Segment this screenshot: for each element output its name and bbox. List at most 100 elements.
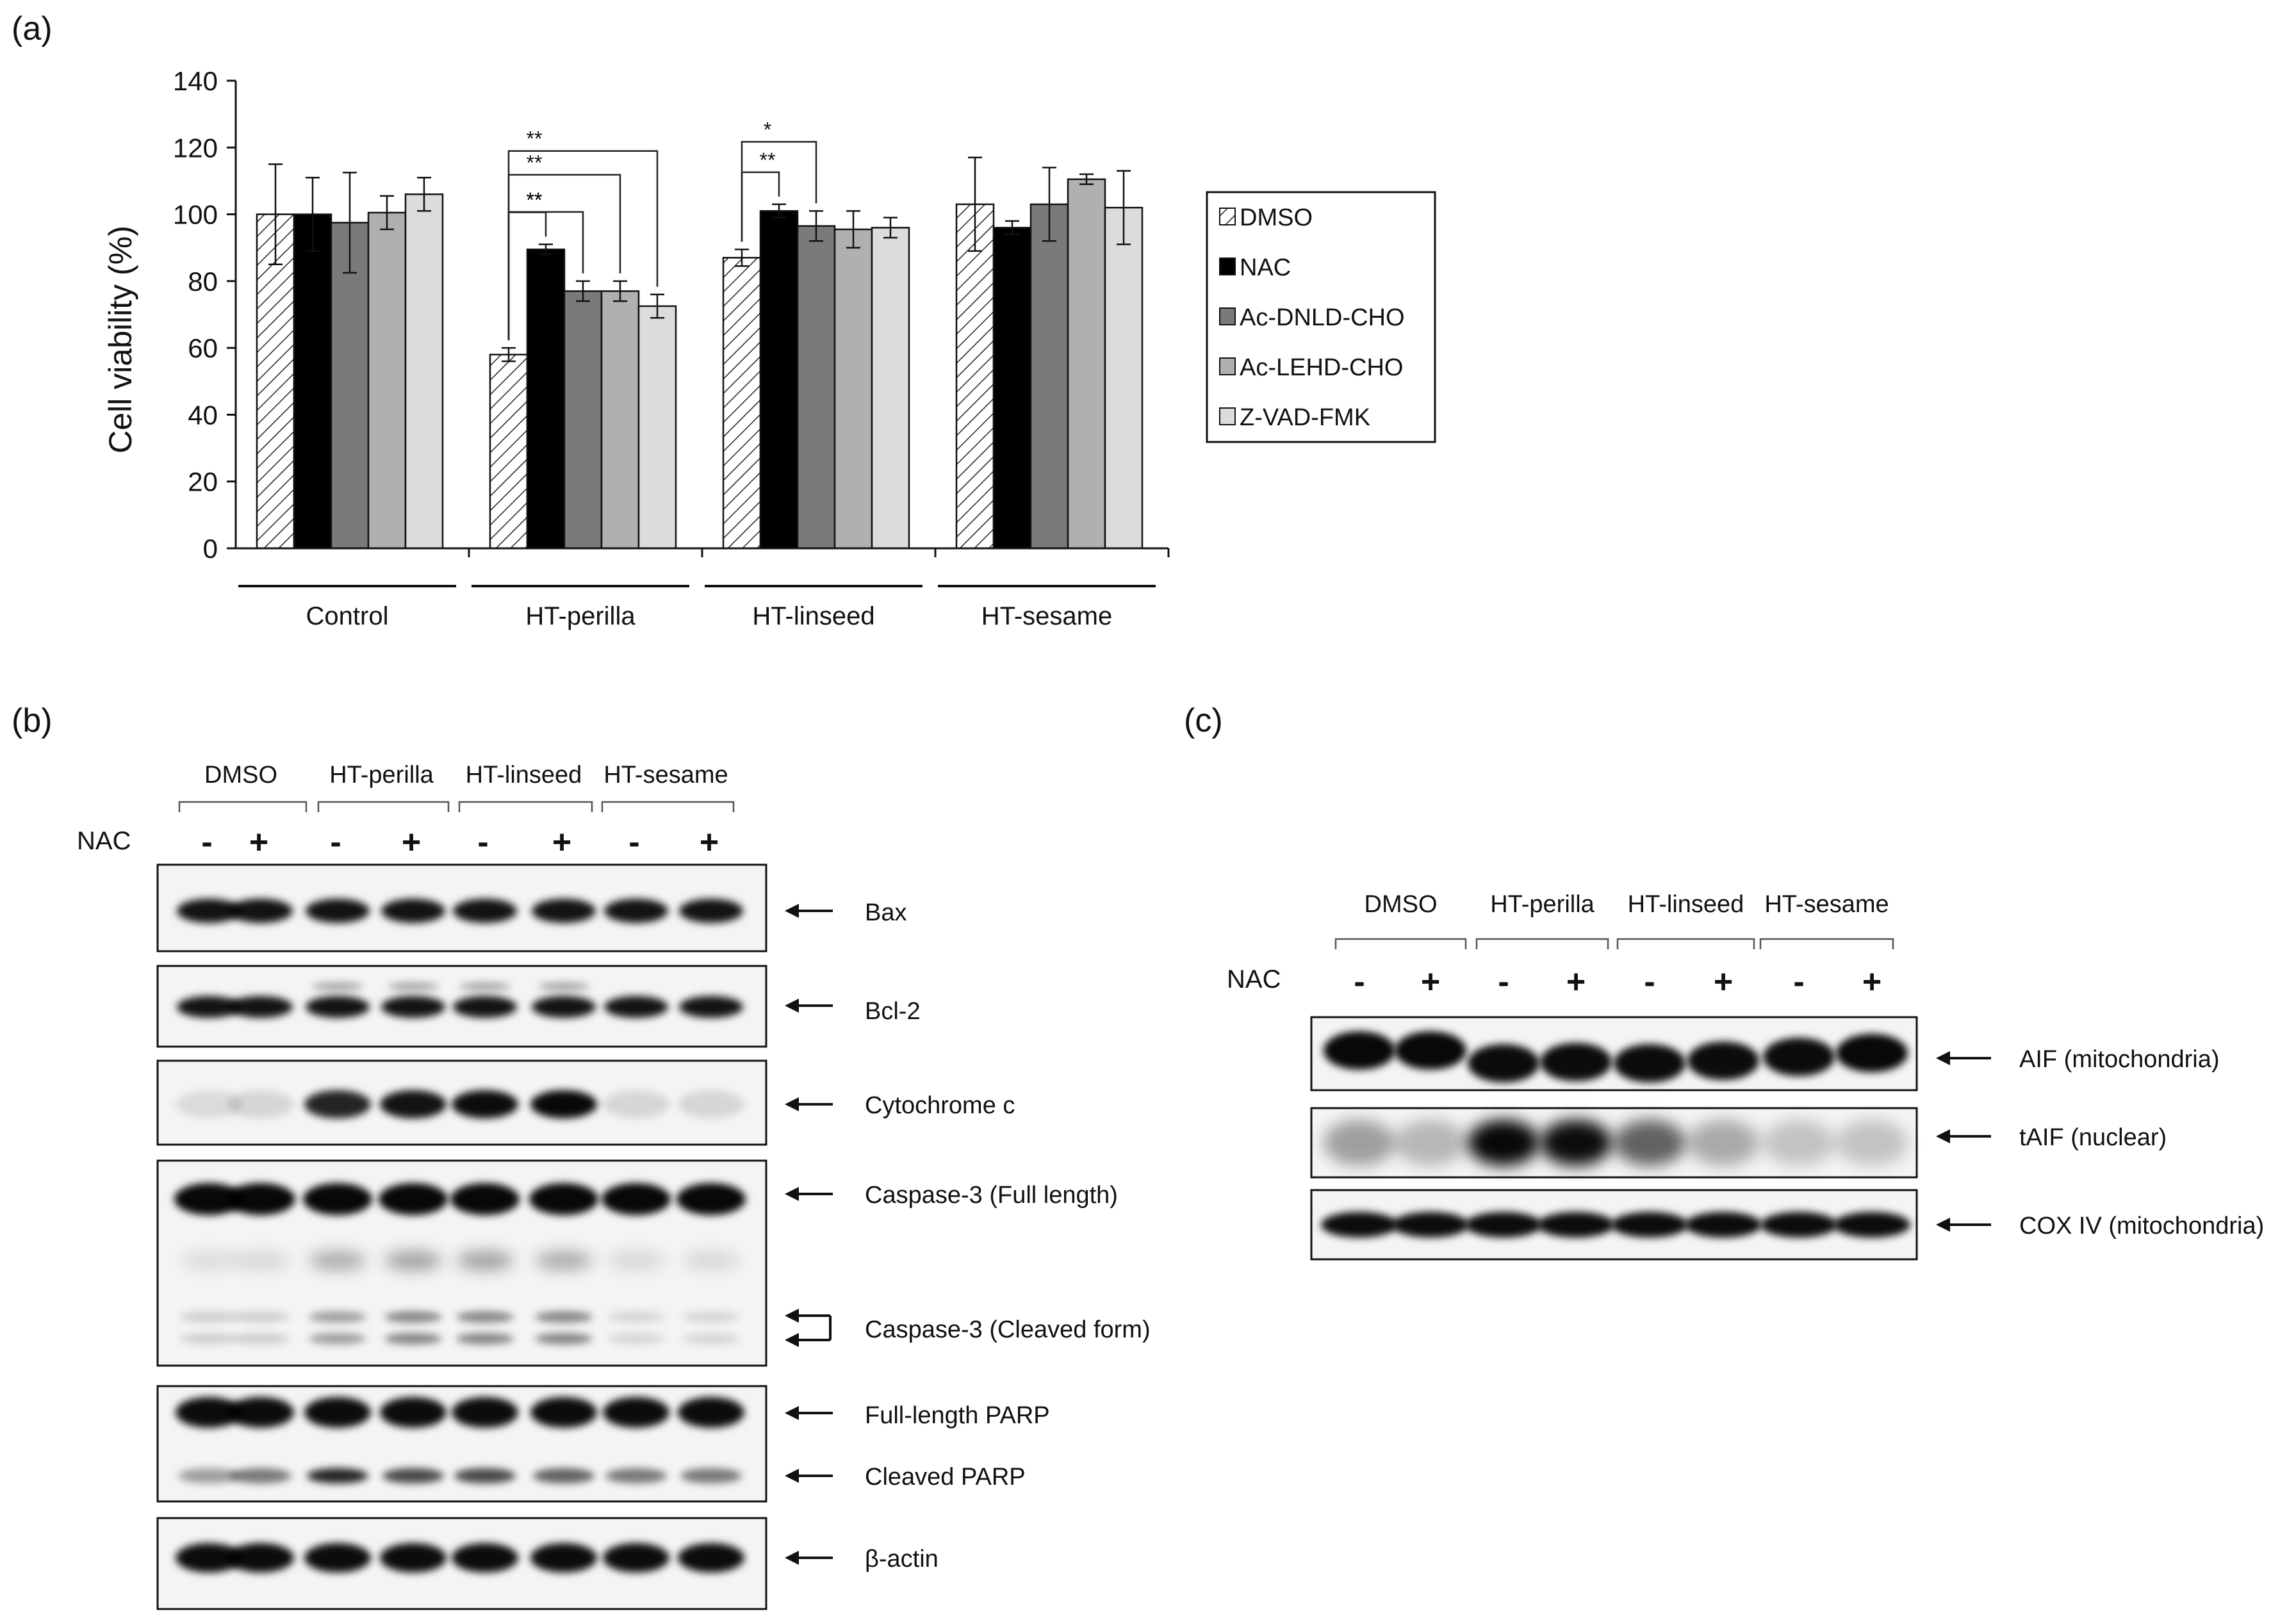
nac-label: NAC <box>1227 965 1281 993</box>
band <box>450 1183 520 1215</box>
band <box>1395 1120 1466 1166</box>
band <box>303 1183 372 1215</box>
label-taif: tAIF (nuclear) <box>2019 1124 2167 1151</box>
legend-swatch-DMSO <box>1219 208 1236 225</box>
label-cytc: Cytochrome c <box>865 1092 1015 1119</box>
band <box>232 1311 290 1323</box>
arrow-casp3-full-head <box>785 1187 799 1201</box>
nac-sign: + <box>1714 963 1733 1001</box>
band <box>1614 1044 1685 1083</box>
group-label: DMSO <box>1365 891 1438 918</box>
bar-Ac-DNLD-CHO-HT-sesame <box>1029 203 1069 550</box>
bar-Z-VAD-FMK-HT-linseed <box>871 227 910 550</box>
arrow-bax-head <box>785 904 799 918</box>
legend-label: Ac-DNLD-CHO <box>1240 304 1405 331</box>
bar-DMSO-HT-sesame <box>955 203 995 550</box>
band <box>382 1468 444 1483</box>
arrow-taif-head <box>1936 1129 1950 1143</box>
bar-NAC-HT-linseed <box>759 210 799 550</box>
group-bracket <box>178 801 308 812</box>
category-label: HT-perilla <box>525 602 636 630</box>
arrow-casp3-cleaved-1-head <box>785 1309 799 1323</box>
band <box>1836 1120 1908 1166</box>
band <box>1611 1212 1688 1238</box>
bar-Ac-LEHD-CHO-Control <box>367 211 407 550</box>
band <box>535 1333 593 1344</box>
error-bars <box>268 156 1131 363</box>
band <box>1614 1120 1685 1166</box>
y-ticks: 0 20 40 60 80 100 120 140 <box>173 66 237 564</box>
legend-box <box>1206 191 1436 443</box>
band <box>452 1397 518 1428</box>
band <box>380 1090 447 1118</box>
band-faint <box>682 1251 740 1270</box>
bar-Ac-LEHD-CHO-HT-perilla <box>600 290 640 550</box>
bar-Ac-DNLD-CHO-Control <box>330 222 370 550</box>
group-bracket <box>1475 938 1609 949</box>
legend-swatch-NAC <box>1219 257 1236 275</box>
band <box>1763 1120 1835 1166</box>
significance-brackets: *********** <box>507 118 817 341</box>
band <box>603 1090 669 1118</box>
band <box>456 1333 514 1344</box>
label-actin: β-actin <box>865 1546 939 1573</box>
band <box>682 1333 740 1344</box>
nac-sign: + <box>1862 963 1882 1001</box>
bar-Ac-LEHD-CHO-HT-linseed <box>833 228 873 550</box>
band <box>1321 1212 1398 1238</box>
legend-swatch-Ac-DNLD-CHO <box>1219 307 1236 325</box>
nac-sign: - <box>477 824 488 861</box>
arrow-aif-head <box>1936 1051 1950 1065</box>
band <box>535 1311 593 1323</box>
x-axis: Control HT-perilla HT-linseed HT-sesame <box>236 547 1170 630</box>
band <box>678 1090 744 1118</box>
band <box>678 1543 744 1573</box>
group-bracket <box>317 801 450 812</box>
band <box>1760 1212 1837 1238</box>
panel-label-c: (c) <box>1184 702 1223 739</box>
band <box>454 1468 516 1483</box>
band <box>1538 1212 1614 1238</box>
band <box>176 1543 242 1573</box>
band <box>453 996 517 1018</box>
band <box>533 1468 594 1483</box>
arrow-parp-full-head <box>785 1406 799 1420</box>
nac-sign: + <box>1566 963 1586 1001</box>
y-tick-label: 80 <box>188 266 218 297</box>
band <box>453 899 517 923</box>
band <box>180 1333 238 1344</box>
band <box>676 1183 746 1215</box>
band-faint <box>312 983 363 990</box>
band <box>678 1397 744 1428</box>
band-faint <box>456 1251 514 1270</box>
nac-label: NAC <box>77 827 131 855</box>
y-axis-label: Cell viability (%) <box>102 225 138 454</box>
legend-label: DMSO <box>1240 204 1313 231</box>
band <box>229 996 293 1018</box>
label-casp3-full: Caspase-3 (Full length) <box>865 1182 1118 1209</box>
bar-DMSO-HT-linseed <box>722 257 762 550</box>
panel-label-a: (a) <box>12 10 53 47</box>
band <box>307 1468 368 1483</box>
band <box>306 899 370 923</box>
band <box>380 1397 447 1428</box>
y-tick-label: 100 <box>173 200 218 230</box>
label-bcl2: Bcl-2 <box>865 998 921 1025</box>
band-faint <box>607 1251 665 1270</box>
band-faint <box>459 983 511 990</box>
significance-bracket <box>507 150 659 341</box>
arrow-actin-head <box>785 1551 799 1565</box>
band <box>1687 1042 1759 1080</box>
band <box>603 1397 669 1428</box>
band <box>604 899 668 923</box>
legend-label: Z-VAD-FMK <box>1240 404 1370 431</box>
significance-label: ** <box>760 149 776 172</box>
band <box>309 1311 366 1323</box>
band <box>530 1543 597 1573</box>
band <box>1763 1038 1835 1076</box>
band <box>679 996 743 1018</box>
band <box>177 996 241 1018</box>
nac-sign: - <box>1354 963 1365 1001</box>
band <box>532 899 596 923</box>
